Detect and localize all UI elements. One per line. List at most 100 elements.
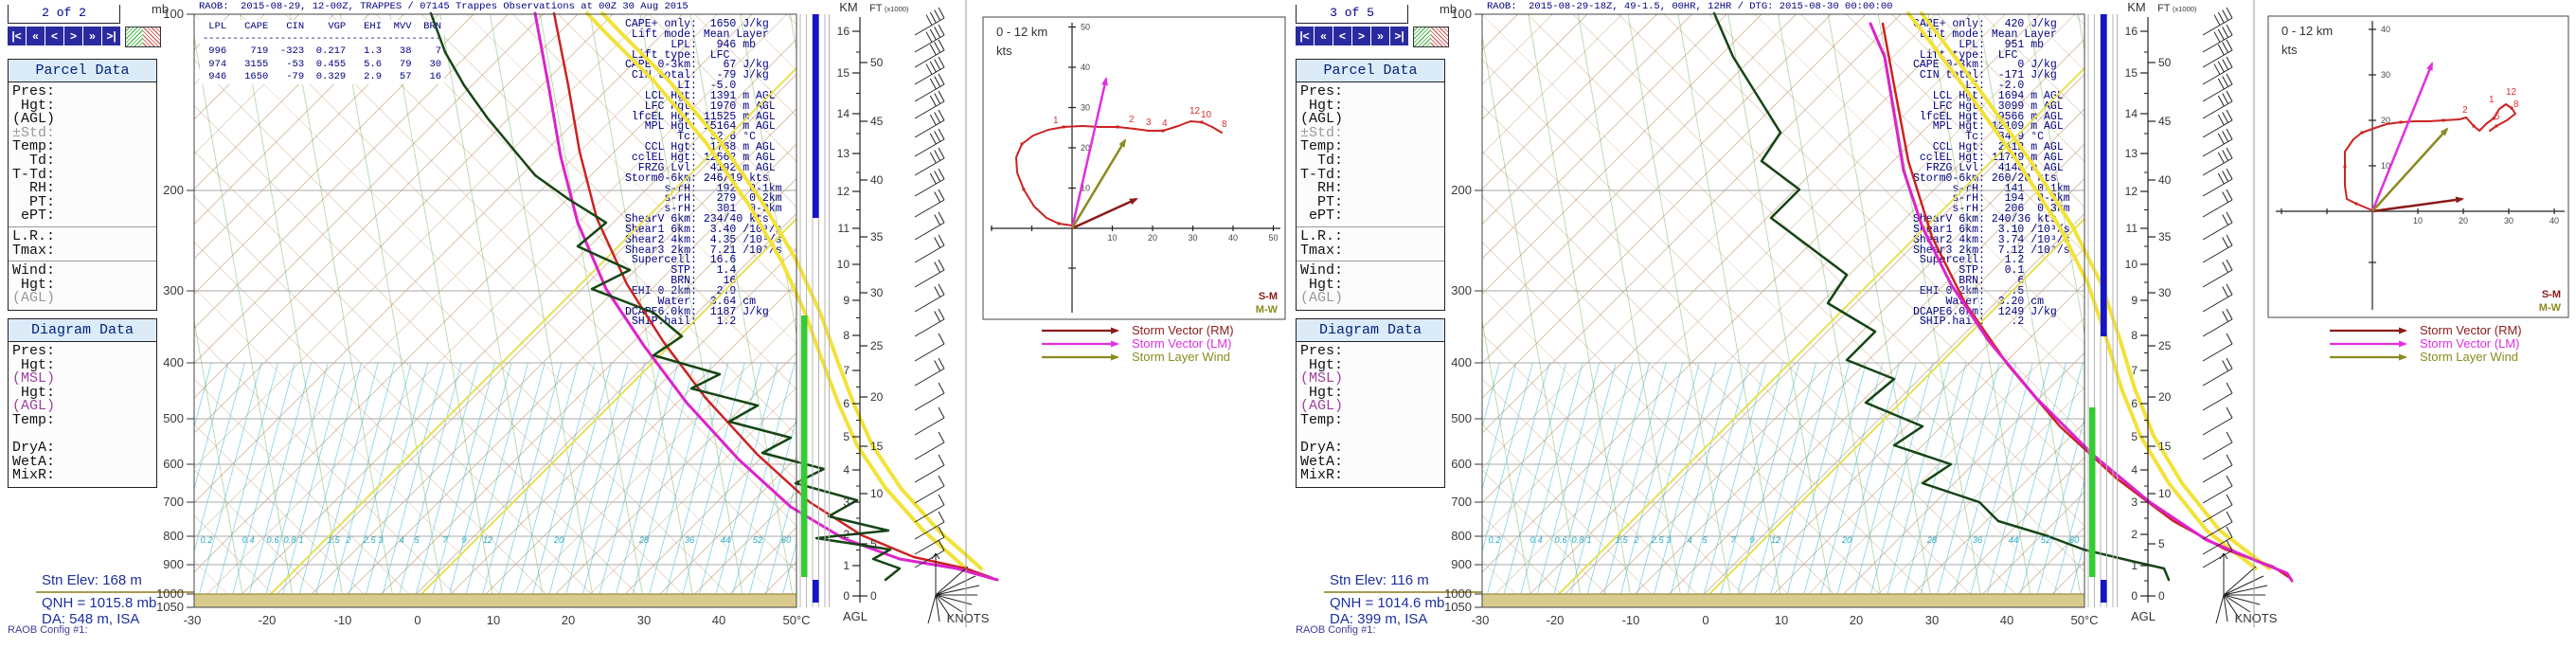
panel-row-label: (AGL) <box>12 290 56 307</box>
sounding-counter-label: 2 of 2 <box>42 6 86 20</box>
svg-text:-20: -20 <box>259 613 277 627</box>
diagram-data-rows: Pres: Hgt: (MSL) Hgt: (AGL) Temp: DryA: WetA… <box>9 342 156 487</box>
panel-row-label: (MSL) <box>1300 370 1344 388</box>
svg-text:30: 30 <box>870 286 884 299</box>
panel-row-label: Temp: <box>1300 411 1344 428</box>
station-elevation: Stn Elev: 116 m <box>1330 572 1429 588</box>
panel-row-label: L.R.: <box>1300 227 1344 244</box>
panel-row-label: ePT: <box>12 207 56 225</box>
panel-row-label: (MSL) <box>12 370 56 388</box>
svg-text:1000: 1000 <box>156 586 184 601</box>
panel-row-label: (AGL) <box>1300 290 1344 307</box>
svg-text:10: 10 <box>2413 216 2423 225</box>
sounding-style-icon[interactable] <box>1413 27 1449 47</box>
nav-button[interactable]: » <box>83 27 101 45</box>
svg-text:700: 700 <box>163 495 184 509</box>
nav-button[interactable]: |< <box>1296 27 1314 45</box>
svg-text:1: 1 <box>843 559 850 572</box>
svg-text:300: 300 <box>1451 283 1472 297</box>
parcel-data-panel: Parcel Data Pres: Hgt: (AGL) ±Std: Temp: Td… <box>1296 59 1445 311</box>
svg-text:300: 300 <box>163 283 184 297</box>
svg-text:600: 600 <box>1451 457 1472 471</box>
svg-text:5: 5 <box>843 430 850 443</box>
parcel-data-header: Parcel Data <box>9 60 156 82</box>
parcel-table: LPL CAPE CIN VGP EHI MVV BRN -----------… <box>200 20 445 85</box>
svg-text:45: 45 <box>870 115 884 128</box>
panel-row-label: RH: <box>12 180 56 197</box>
panel-row-label: Wind: <box>1300 262 1344 279</box>
svg-text:50: 50 <box>1081 23 1090 32</box>
station-qnh: QNH = 1014.6 mb <box>1330 595 1445 611</box>
hodograph: 0 - 12 km kts 10 20 30 40 10 20 30 40 2 15 128 S-M M-W <box>2267 15 2569 318</box>
svg-text:Storm Vector (RM): Storm Vector (RM) <box>2420 323 2522 337</box>
svg-text:Storm Layer Wind: Storm Layer Wind <box>2420 350 2518 364</box>
station-density-altitude: DA: 548 m, ISA <box>42 611 140 627</box>
nav-button[interactable]: >| <box>102 27 120 45</box>
panel-row-label: RH: <box>1300 180 1344 197</box>
panel-row-label: Pres: <box>1300 343 1344 359</box>
sounding-window-left: 2 of 2 |< «< >» >| Parcel Data Pres: Hgt: (A… <box>8 0 1286 636</box>
nav-button[interactable]: < <box>1333 27 1351 45</box>
svg-text:40: 40 <box>1081 63 1090 72</box>
hodograph-legend: Storm Vector (RM)Storm Vector (LM)Storm … <box>2330 323 2522 364</box>
sounding-counter: 3 of 5 <box>1296 5 1408 24</box>
sounding-style-icon[interactable] <box>125 27 161 47</box>
skewt-moist-region <box>194 363 796 594</box>
sounding-counter-label: 3 of 5 <box>1330 6 1374 20</box>
temperature-axis: -30 -20 -10 0 10 20 30 40 50°C <box>1472 613 2099 627</box>
green-hatch-icon <box>1414 27 1431 46</box>
panel-row-label: (AGL) <box>12 111 56 128</box>
diagram-data-panel: Diagram Data Pres: Hgt: (MSL) Hgt: (AGL) Te… <box>8 318 157 488</box>
svg-text:1: 1 <box>1053 116 1059 126</box>
nav-button[interactable]: >| <box>1390 27 1408 45</box>
window-title: RAOB: 2015-08-29, 12-00Z, TRAPPES / 0714… <box>199 1 689 12</box>
svg-text:mb: mb <box>152 2 169 16</box>
svg-text:40: 40 <box>2158 173 2172 187</box>
svg-text:S-M: S-M <box>1259 291 1278 302</box>
parcel-data-rows: Pres: Hgt: (AGL) ±Std: Temp: Td: T-Td: RH: P… <box>9 82 156 310</box>
svg-text:20: 20 <box>2381 116 2390 125</box>
nav-button[interactable]: » <box>1371 27 1389 45</box>
panel-row-label: Temp: <box>12 138 56 155</box>
svg-text:900: 900 <box>1451 557 1472 571</box>
svg-text:10: 10 <box>837 258 850 271</box>
svg-text:0 - 12 km: 0 - 12 km <box>996 25 1047 39</box>
svg-text:12: 12 <box>2125 185 2138 198</box>
svg-text:kts: kts <box>996 44 1012 58</box>
panel-row-label: ePT: <box>1300 207 1344 225</box>
svg-text:1050: 1050 <box>1444 600 1472 614</box>
svg-text:500: 500 <box>1451 411 1472 425</box>
panel-row-label: WetA: <box>1300 453 1344 470</box>
svg-text:-30: -30 <box>1472 613 1490 627</box>
svg-text:16: 16 <box>2125 25 2138 38</box>
panel-row-label: L.R.: <box>12 227 56 244</box>
svg-text:40: 40 <box>2000 613 2013 627</box>
nav-button[interactable]: « <box>1315 27 1333 45</box>
parcel-data-header: Parcel Data <box>1297 60 1444 82</box>
indicator-column <box>799 14 830 607</box>
svg-text:0: 0 <box>2158 589 2165 603</box>
svg-text:20: 20 <box>562 613 575 627</box>
svg-text:100: 100 <box>1451 7 1472 21</box>
nav-button[interactable]: « <box>27 27 45 45</box>
svg-text:14: 14 <box>2125 107 2138 120</box>
svg-text:16: 16 <box>837 25 850 38</box>
nav-button[interactable]: < <box>45 27 63 45</box>
svg-text:400: 400 <box>1451 355 1472 370</box>
nav-button[interactable]: > <box>1352 27 1370 45</box>
station-density-altitude: DA: 399 m, ISA <box>1330 611 1428 627</box>
indicator-column <box>2087 14 2118 607</box>
svg-text:-10: -10 <box>1622 613 1640 627</box>
nav-button[interactable]: > <box>64 27 82 45</box>
svg-text:10: 10 <box>2125 258 2138 271</box>
diagram-data-header: Diagram Data <box>1297 319 1444 342</box>
nav-button[interactable]: |< <box>8 27 26 45</box>
svg-text:KNOTS: KNOTS <box>947 611 990 625</box>
svg-text:10: 10 <box>1081 184 1090 193</box>
svg-text:10: 10 <box>1775 613 1788 627</box>
svg-text:FT: FT <box>869 3 883 14</box>
svg-text:6: 6 <box>2131 397 2138 410</box>
svg-text:30: 30 <box>2504 216 2513 225</box>
svg-text:0: 0 <box>1702 613 1708 627</box>
station-qnh: QNH = 1015.8 mb <box>42 595 157 611</box>
